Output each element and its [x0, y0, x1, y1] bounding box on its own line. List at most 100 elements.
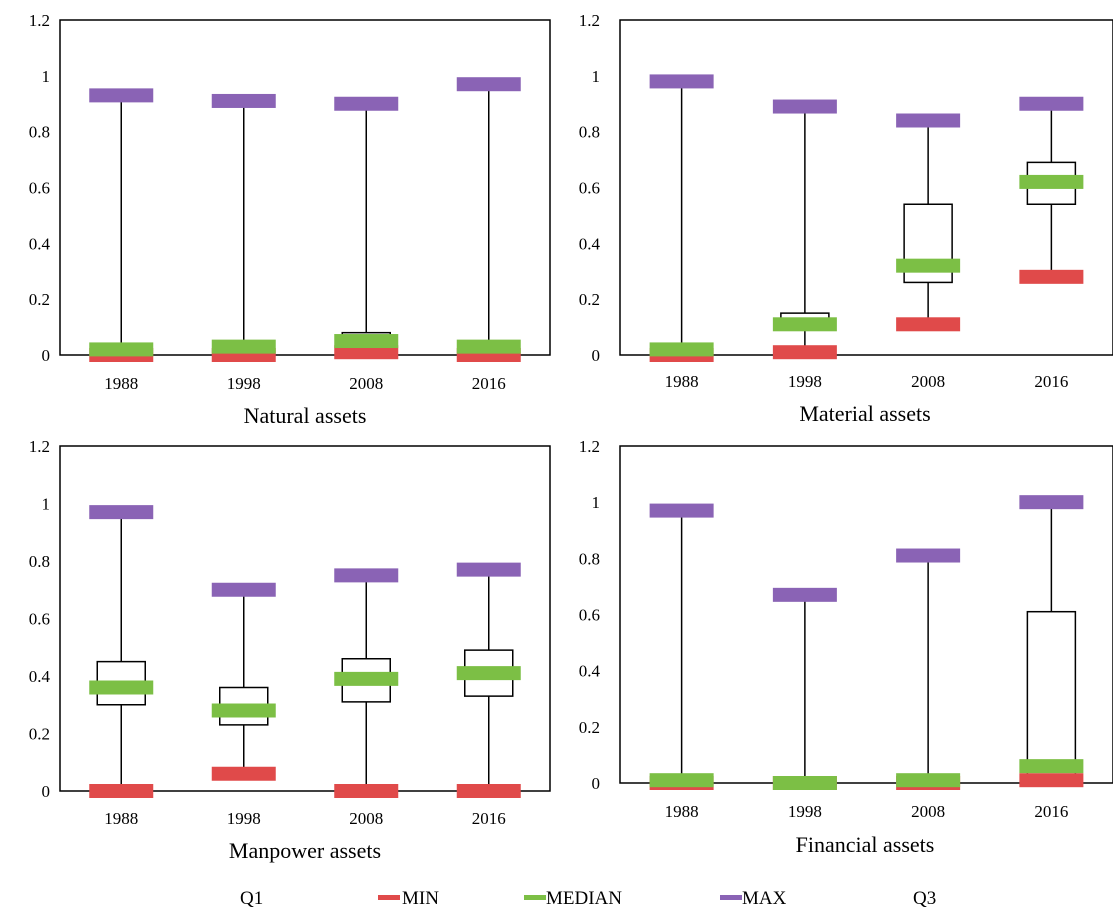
x-tick-label: 2008: [349, 809, 383, 828]
max-marker: [1019, 495, 1084, 510]
box-1998: [211, 582, 276, 781]
y-tick-label: 0.8: [579, 549, 600, 568]
panel-title: Material assets: [799, 401, 930, 426]
y-tick-label: 0.8: [29, 552, 50, 571]
max-marker: [456, 562, 521, 577]
box-2008: [896, 548, 961, 790]
max-marker: [896, 113, 961, 128]
max-marker: [649, 74, 714, 89]
max-marker: [1019, 96, 1084, 111]
min-marker: [334, 784, 399, 798]
y-tick-label: 1.2: [29, 437, 50, 456]
y-tick-label: 1: [42, 67, 51, 86]
max-marker: [89, 88, 154, 103]
min-marker: [211, 766, 276, 781]
x-tick-label: 2016: [1034, 372, 1068, 391]
legend-label-q1: Q1: [240, 888, 263, 909]
legend-swatch-max: [720, 895, 742, 900]
x-tick-label: 1988: [104, 809, 138, 828]
box-1988: [649, 74, 714, 362]
box-1988: [89, 88, 154, 362]
y-tick-label: 0.6: [579, 179, 600, 198]
median-marker: [772, 317, 837, 332]
x-tick-label: 1998: [227, 809, 261, 828]
y-tick-label: 0.8: [579, 123, 600, 142]
median-marker: [334, 334, 399, 349]
median-marker: [211, 703, 276, 718]
legend-label-min: MIN: [402, 888, 439, 909]
legend-label-median: MEDIAN: [546, 888, 622, 909]
max-marker: [896, 548, 961, 563]
panel-title: Financial assets: [796, 832, 935, 857]
y-tick-label: 0.2: [29, 725, 50, 744]
y-tick-label: 0.2: [29, 290, 50, 309]
median-marker: [1019, 174, 1084, 189]
median-marker: [649, 773, 714, 788]
box-2016: [1019, 495, 1084, 788]
plot-frame: [59, 19, 551, 356]
chart-panel-2: 0 0.2 0.4 0.6 0.8 1 1.2 1988 1998 2008 2016 Materia…: [579, 11, 1113, 426]
max-marker: [334, 568, 399, 583]
y-tick-label: 0.4: [29, 667, 51, 686]
x-tick-label: 2016: [472, 809, 506, 828]
box-1998: [211, 93, 276, 362]
y-tick-label: 1.2: [29, 11, 50, 30]
median-marker: [772, 776, 837, 790]
x-tick-label: 2016: [1034, 802, 1068, 821]
y-tick-label: 0: [42, 346, 51, 365]
x-tick-label: 2008: [349, 374, 383, 393]
y-tick-label: 0: [42, 782, 51, 801]
legend-label-max: MAX: [742, 888, 787, 909]
y-tick-label: 0.8: [29, 123, 50, 142]
max-marker: [649, 503, 714, 518]
y-tick-label: 0: [592, 774, 601, 793]
y-tick-label: 0.6: [29, 610, 50, 629]
chart-panel-1: 0 0.2 0.4 0.6 0.8 1 1.2 1988 1998 2008 2016 Natural…: [29, 11, 551, 428]
min-marker: [896, 317, 961, 332]
median-marker: [89, 342, 154, 357]
x-tick-label: 1988: [665, 372, 699, 391]
min-marker: [456, 784, 521, 798]
legend-swatch-min: [378, 895, 400, 900]
y-tick-label: 0.4: [579, 662, 601, 681]
median-marker: [896, 258, 961, 273]
plot-frame: [619, 445, 1113, 784]
box-1988: [89, 505, 154, 798]
panel-title: Manpower assets: [229, 838, 381, 863]
legend: Q1 MIN MEDIAN MAX Q3: [240, 888, 936, 909]
x-tick-label: 1988: [104, 374, 138, 393]
y-tick-label: 0.6: [579, 606, 600, 625]
box-2008: [334, 96, 399, 360]
panel-title: Natural assets: [244, 403, 367, 428]
median-marker: [89, 680, 154, 695]
x-tick-label: 1998: [788, 372, 822, 391]
median-marker: [334, 671, 399, 686]
max-marker: [89, 505, 154, 520]
iqr-box: [1026, 610, 1077, 776]
median-marker: [649, 342, 714, 357]
chart-panel-4: 0 0.2 0.4 0.6 0.8 1 1.2 1988 1998 2008 2016 Financi…: [579, 437, 1113, 857]
y-tick-label: 0: [592, 346, 601, 365]
y-tick-label: 1.2: [579, 437, 600, 456]
x-tick-label: 2008: [911, 372, 945, 391]
median-marker: [456, 339, 521, 354]
median-marker: [456, 666, 521, 681]
min-marker: [334, 345, 399, 360]
max-marker: [772, 587, 837, 602]
box-2016: [456, 77, 521, 362]
x-tick-label: 2008: [911, 802, 945, 821]
min-marker: [1019, 773, 1084, 788]
min-marker: [89, 784, 154, 798]
x-tick-label: 1998: [227, 374, 261, 393]
max-marker: [211, 582, 276, 597]
plot-frame: [619, 19, 1113, 356]
median-marker: [896, 773, 961, 788]
y-tick-label: 0.2: [579, 290, 600, 309]
y-tick-label: 1: [592, 67, 601, 86]
y-tick-label: 0.6: [29, 179, 50, 198]
x-tick-label: 1988: [665, 802, 699, 821]
box-2008: [334, 568, 399, 798]
x-tick-label: 2016: [472, 374, 506, 393]
legend-label-q3: Q3: [913, 888, 936, 909]
